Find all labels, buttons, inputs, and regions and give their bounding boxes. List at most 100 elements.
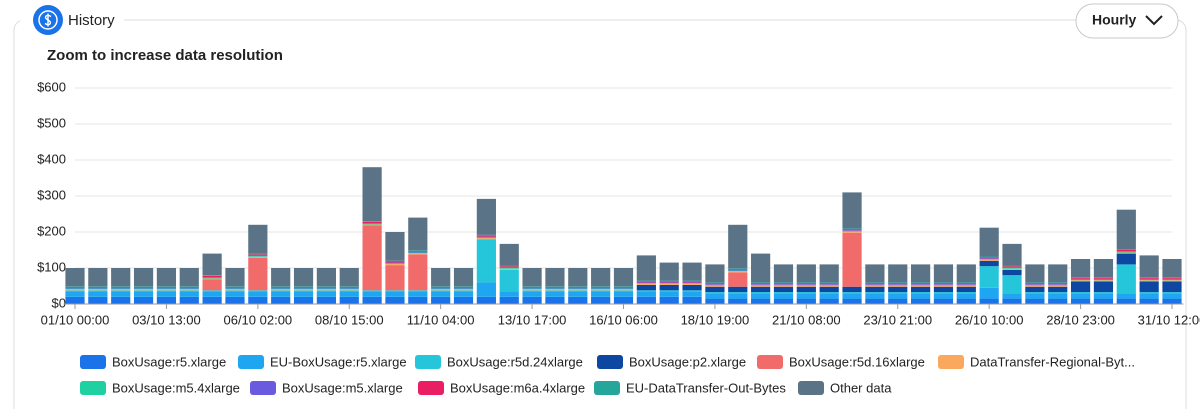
bar-segment	[751, 292, 771, 294]
bar-segment	[842, 230, 862, 232]
bar-segment	[659, 283, 679, 284]
bar-segment	[1025, 283, 1045, 285]
legend-item[interactable]: BoxUsage:m6a.4xlarge	[418, 380, 585, 395]
bar-segment	[911, 282, 931, 284]
legend-item[interactable]: BoxUsage:m5.4xlarge	[80, 380, 240, 395]
bar-segment	[179, 286, 199, 287]
bar-segment	[728, 224, 748, 268]
bar-segment	[1139, 281, 1159, 293]
bar-segment	[865, 284, 885, 285]
bar-segment	[293, 288, 314, 290]
bar-segment	[248, 290, 268, 292]
y-tick-label: $400	[37, 151, 66, 166]
bar-segment	[271, 286, 291, 288]
bar-segment	[956, 283, 976, 285]
bar-segment	[453, 286, 474, 288]
bar-segment	[179, 296, 199, 304]
bar-segment	[1002, 266, 1022, 268]
bar-segment	[202, 253, 222, 276]
y-tick-label: $0	[52, 295, 66, 310]
bar-segment	[271, 288, 291, 290]
legend-item[interactable]: BoxUsage:r5.xlarge	[80, 354, 226, 369]
bar-segment	[156, 296, 177, 304]
bar-segment	[728, 268, 748, 270]
bar-segment	[1025, 284, 1045, 286]
bar-segment	[933, 285, 954, 287]
bar-segment	[1116, 251, 1136, 253]
bar-segment	[431, 289, 451, 291]
bar-segment	[911, 292, 931, 294]
bar-segment	[933, 298, 954, 304]
bar-segment	[339, 288, 359, 290]
legend-item[interactable]: EU-BoxUsage:r5.xlarge	[238, 354, 407, 369]
bar-segment	[796, 284, 816, 285]
x-tick-label: 08/10 15:00	[315, 312, 384, 327]
x-tick-label: 16/10 06:00	[589, 312, 658, 327]
bar-segment	[796, 284, 816, 286]
bar-segment	[888, 293, 908, 299]
legend-item[interactable]: BoxUsage:p2.xlarge	[597, 354, 746, 369]
legend-item[interactable]: DataTransfer-Regional-Byt...	[938, 354, 1135, 369]
bar-segment	[636, 282, 656, 284]
bar-segment	[431, 290, 451, 292]
legend-item[interactable]: BoxUsage:m5.xlarge	[250, 380, 403, 395]
bar-segment	[1002, 293, 1022, 299]
bar-segment	[591, 288, 611, 290]
bar-segment	[133, 268, 154, 286]
bar-segment	[773, 298, 794, 304]
legend-item[interactable]: BoxUsage:r5d.24xlarge	[415, 354, 583, 369]
legend-item[interactable]: Other data	[798, 380, 892, 395]
bar-segment	[65, 287, 85, 289]
bar-segment	[225, 291, 245, 297]
bar-segment	[499, 269, 519, 292]
bar-segment	[613, 290, 634, 292]
bar-segment	[293, 290, 314, 292]
header-title: History	[68, 12, 115, 29]
bar-segment	[522, 289, 542, 291]
bar-segment	[1025, 284, 1045, 285]
bar-segment	[682, 291, 702, 297]
bar-segment	[636, 283, 656, 284]
bar-segment	[316, 296, 336, 304]
bar-segment	[408, 290, 428, 292]
bar-segment	[705, 298, 725, 304]
bar-segment	[1116, 264, 1136, 294]
legend-item[interactable]: EU-DataTransfer-Out-Bytes	[594, 380, 786, 395]
bar-segment	[111, 286, 131, 288]
y-tick-label: $500	[37, 115, 66, 130]
bar-segment	[1070, 259, 1091, 277]
bar-segment	[888, 284, 908, 285]
bar-segment	[522, 290, 542, 292]
bar-segment	[202, 291, 222, 297]
bar-segment	[1139, 298, 1159, 304]
bar-segment	[362, 167, 382, 222]
bar-segment	[385, 263, 405, 265]
legend-label: Other data	[830, 380, 892, 395]
legend-item[interactable]: BoxUsage:r5d.16xlarge	[757, 354, 925, 369]
y-tick-label: $200	[37, 223, 66, 238]
bar-segment	[522, 291, 542, 297]
bar-segment	[1093, 277, 1114, 278]
bar-segment	[1048, 298, 1068, 304]
bar-segment	[568, 286, 588, 288]
bar-segment	[568, 286, 588, 287]
legend-swatch	[418, 381, 444, 395]
bar-segment	[453, 289, 474, 291]
bar-segment	[65, 268, 85, 286]
bar-segment	[1002, 243, 1022, 266]
bar-segment	[1002, 269, 1022, 276]
bar-segment	[591, 290, 611, 292]
dropdown-label[interactable]: Hourly	[1092, 12, 1137, 28]
bar-segment	[179, 288, 199, 290]
bar-segment	[819, 282, 839, 284]
bar-segment	[613, 286, 634, 288]
bar-segment	[1139, 279, 1159, 281]
bar-segment	[682, 282, 702, 284]
bar-segment	[111, 289, 131, 291]
bar-segment	[773, 264, 794, 283]
bar-segment	[1093, 298, 1114, 304]
bar-segment	[225, 287, 245, 289]
interval-dropdown[interactable]: Hourly	[1075, 3, 1179, 39]
bar-segment	[728, 293, 748, 299]
bar-segment	[773, 293, 794, 299]
